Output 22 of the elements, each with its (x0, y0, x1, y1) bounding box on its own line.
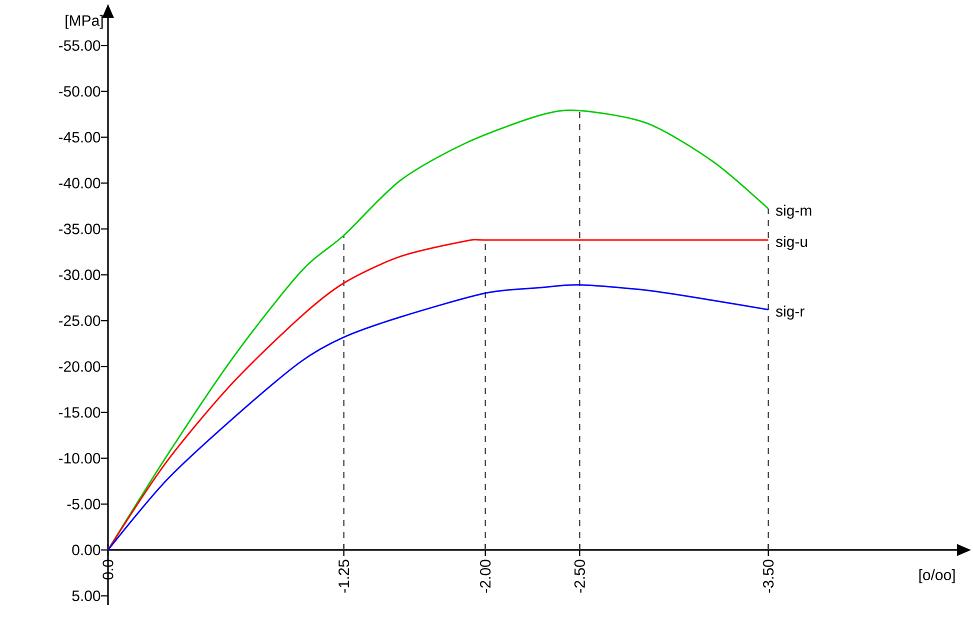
y-tick-label: -30.00 (58, 270, 100, 280)
y-tick-label: -25.00 (58, 315, 100, 326)
y-tick-label: -50.00 (58, 86, 100, 97)
y-axis-title: [MPa] (66, 14, 103, 29)
y-tick-label: -20.00 (58, 361, 100, 372)
x-tick-label: -2.00 (480, 560, 491, 593)
y-tick-label: 0.00 (72, 544, 100, 556)
y-tick-label: -10.00 (58, 452, 100, 464)
y-tick-label: -45.00 (58, 132, 100, 143)
y-tick-label: -40.00 (58, 178, 100, 188)
y-tick-label: -35.00 (58, 224, 100, 234)
series-label: sig-r (776, 306, 804, 320)
x-tick-label: -3.50 (763, 560, 774, 593)
series-label: sig-u (776, 236, 808, 250)
x-axis-title: [o/oo] (919, 569, 955, 584)
series-label: sig-m (776, 204, 812, 219)
y-tick-label: -5.00 (67, 498, 100, 510)
x-tick-label: -2.50 (574, 560, 585, 593)
y-tick-label: 5.00 (72, 590, 100, 602)
x-tick-label: -1.25 (338, 560, 350, 593)
y-tick-label: -55.00 (58, 40, 100, 51)
y-tick-label: -15.00 (58, 407, 100, 418)
